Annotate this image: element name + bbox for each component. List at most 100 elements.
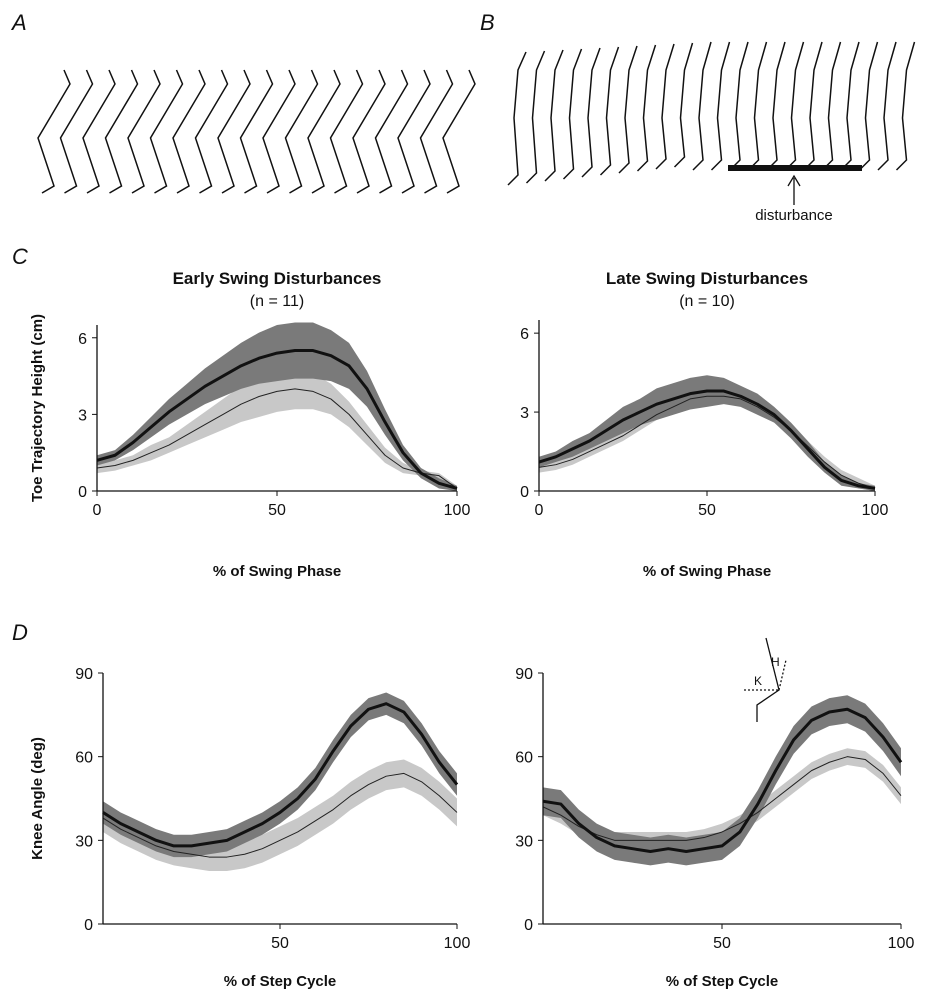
panel-label: A — [10, 10, 27, 35]
stick — [374, 69, 409, 194]
chart-subtitle: (n = 11) — [250, 293, 304, 310]
stick — [710, 41, 731, 171]
x-tick-label: 0 — [93, 502, 102, 519]
inset-leg — [756, 637, 780, 722]
y-tick-label: 60 — [75, 750, 93, 767]
x-axis-label: % of Step Cycle — [666, 973, 779, 990]
x-tick-label: 100 — [888, 935, 915, 952]
y-tick-label: 30 — [515, 833, 533, 850]
error-band — [539, 375, 875, 491]
y-tick-label: 3 — [520, 405, 529, 422]
stick — [821, 41, 842, 171]
stick — [581, 47, 601, 178]
stick — [599, 46, 620, 176]
stick — [82, 69, 116, 194]
y-tick-label: 90 — [75, 666, 93, 683]
panel-label: B — [480, 10, 495, 35]
x-axis-label: % of Swing Phase — [213, 563, 341, 580]
stick — [149, 69, 184, 194]
line — [538, 395, 876, 489]
x-axis-label: % of Swing Phase — [643, 563, 771, 580]
chart-title: Late Swing Disturbances — [606, 269, 808, 288]
inset-diagram — [744, 637, 787, 722]
stick — [194, 69, 229, 194]
stick — [307, 69, 341, 194]
arrow-head — [787, 174, 801, 187]
stick — [895, 41, 916, 171]
stick — [397, 69, 431, 194]
stick — [747, 41, 768, 171]
stick — [104, 69, 139, 194]
stick — [766, 41, 786, 171]
stick — [636, 44, 657, 172]
stick — [655, 43, 675, 170]
stick — [840, 41, 860, 171]
line — [96, 388, 458, 489]
line — [538, 389, 876, 490]
y-tick-label: 0 — [520, 484, 529, 501]
stick — [262, 69, 296, 194]
error-band — [97, 368, 457, 491]
y-axis-label: Toe Trajectory Height (cm) — [29, 314, 46, 502]
stick — [37, 69, 71, 194]
stick — [329, 69, 364, 194]
x-tick-label: 100 — [444, 502, 471, 519]
panel-label: D — [12, 620, 28, 645]
inset-ref — [778, 659, 787, 691]
x-tick-label: 50 — [268, 502, 286, 519]
stick — [59, 69, 94, 194]
stick — [858, 41, 879, 171]
x-tick-label: 50 — [698, 502, 716, 519]
stick — [692, 41, 712, 171]
x-tick-label: 100 — [862, 502, 889, 519]
stick — [562, 48, 583, 180]
y-tick-label: 0 — [524, 917, 533, 934]
stick — [239, 69, 274, 194]
error-band — [543, 695, 901, 866]
line — [96, 349, 458, 490]
annotation: disturbance — [755, 207, 833, 224]
chart-title: Early Swing Disturbances — [173, 269, 382, 288]
stick — [172, 69, 206, 194]
line — [542, 707, 903, 853]
stick — [618, 45, 638, 174]
stick — [803, 41, 823, 171]
y-axis-label: Knee Angle (deg) — [29, 737, 46, 860]
error-band — [543, 748, 901, 849]
y-tick-label: 30 — [75, 833, 93, 850]
panel-label: C — [12, 244, 28, 269]
x-tick-label: 0 — [535, 502, 544, 519]
stick — [127, 69, 161, 194]
line — [102, 702, 459, 848]
stick — [217, 69, 251, 194]
stick — [673, 42, 694, 168]
stick — [442, 69, 476, 194]
stick — [544, 49, 564, 182]
stick — [419, 69, 454, 194]
stick — [729, 41, 749, 171]
stick — [784, 41, 805, 171]
y-tick-label: 60 — [515, 750, 533, 767]
chart-subtitle: (n = 10) — [679, 293, 735, 310]
stick — [525, 50, 546, 184]
line — [102, 772, 458, 858]
y-tick-label: 0 — [84, 917, 93, 934]
x-tick-label: 100 — [444, 935, 471, 952]
x-tick-label: 50 — [271, 935, 289, 952]
inset-label: K — [754, 674, 762, 688]
error-band — [103, 692, 457, 858]
y-tick-label: 6 — [520, 326, 529, 343]
inset-label: H — [771, 655, 780, 669]
x-axis-label: % of Step Cycle — [224, 973, 337, 990]
x-tick-label: 50 — [713, 935, 731, 952]
y-tick-label: 0 — [78, 484, 87, 501]
stick — [877, 41, 897, 171]
stick — [284, 69, 319, 194]
stick-figures — [37, 41, 916, 194]
line — [542, 756, 902, 841]
stick — [507, 51, 527, 186]
y-tick-label: 6 — [78, 331, 87, 348]
stick — [352, 69, 386, 194]
